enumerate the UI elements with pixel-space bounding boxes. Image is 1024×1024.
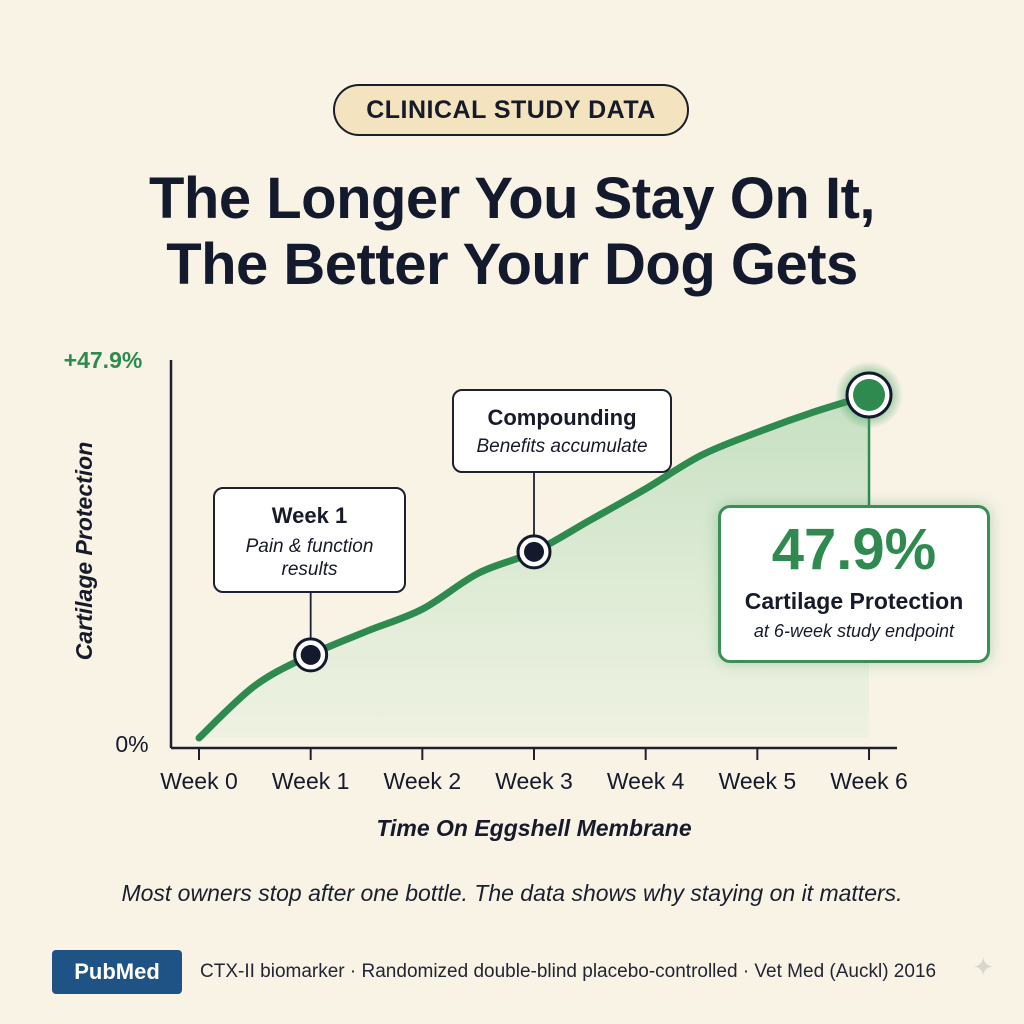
marker-compounding-dot [524,541,545,562]
result-value: 47.9% [771,517,937,582]
result-label: Cartilage Protection [744,588,964,614]
x-tick-label: Week 2 [384,768,462,794]
result-callout: 47.9% Cartilage Protection at 6-week stu… [718,505,990,663]
x-tick-label: Week 5 [719,768,797,794]
x-axis-title: Time On Eggshell Membrane [376,815,691,841]
headline-line-1: The Longer You Stay On It, [148,166,876,231]
sparkle-icon: ✦ [972,952,994,982]
marker-endpoint-dot [853,379,886,411]
x-tick-label: Week 3 [495,768,573,794]
pubmed-badge: PubMed [52,950,182,994]
citation-text: CTX-II biomarker · Randomized double-bli… [200,961,937,982]
callout-compounding: Compounding Benefits accumulate [452,389,672,473]
y-axis-title: Cartilage Protection [71,442,97,661]
y-tick-label-zero: 0% [115,731,148,757]
callout-compounding-line-1: Benefits accumulate [476,436,648,457]
callout-week-1-line-2: results [281,559,338,580]
headline-line-2: The Better Your Dog Gets [166,232,858,297]
caption: Most owners stop after one bottle. The d… [121,880,903,906]
callout-week-1-title: Week 1 [271,503,348,528]
study-badge: CLINICAL STUDY DATA [333,84,689,136]
callout-compounding-title: Compounding [487,405,637,430]
marker-week-1-dot [300,644,321,665]
result-note: at 6-week study endpoint [753,621,955,641]
x-tick-label: Week 1 [272,768,350,794]
y-tick-label-max: +47.9% [64,347,143,373]
callout-week-1-line-1: Pain & function [245,536,374,557]
source-footer: PubMed CTX-II biomarker · Randomized dou… [52,950,936,994]
page-title: The Longer You Stay On It, The Better Yo… [0,166,1024,298]
callout-week-1: Week 1 Pain & function results [213,487,406,593]
x-tick-label: Week 4 [607,768,685,794]
x-tick-label: Week 0 [160,768,238,794]
x-tick-label: Week 6 [830,768,908,794]
